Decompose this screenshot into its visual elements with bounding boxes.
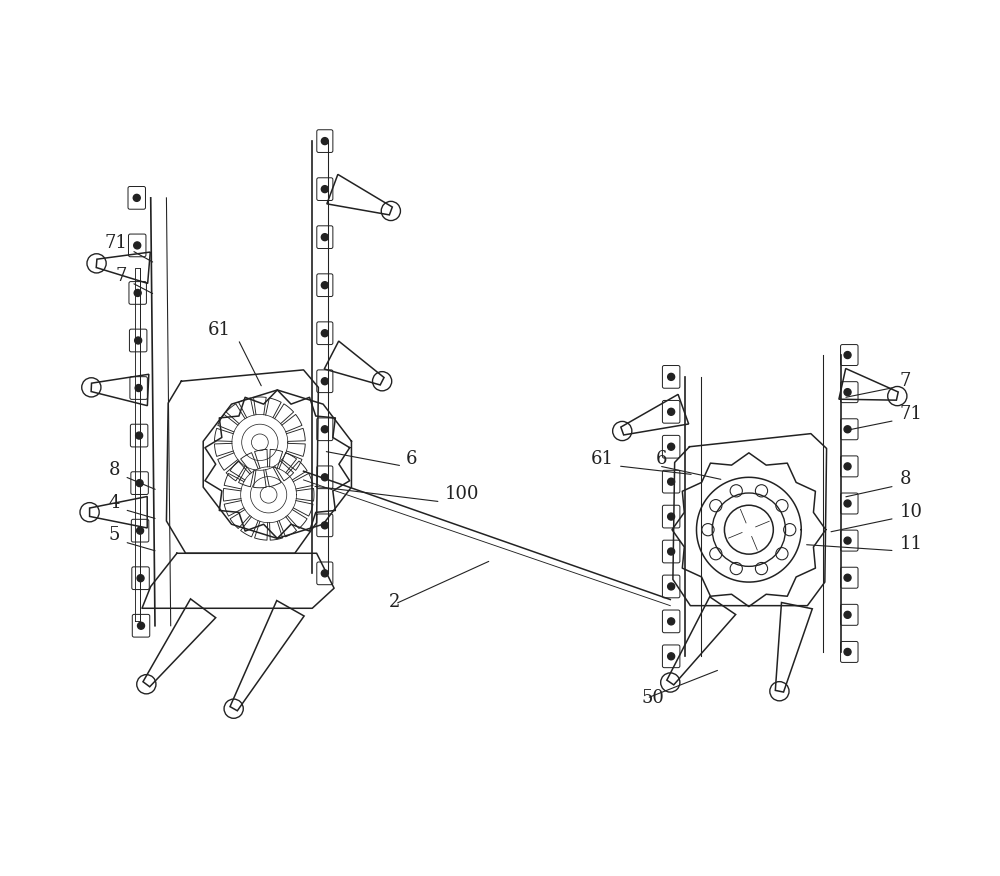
Text: 8: 8 [109,461,120,478]
Circle shape [668,373,675,380]
Circle shape [844,463,851,470]
Circle shape [134,242,141,249]
Circle shape [321,378,328,385]
Circle shape [137,575,144,582]
Circle shape [844,426,851,433]
Circle shape [844,389,851,396]
Circle shape [321,329,328,336]
Circle shape [321,522,328,529]
Text: 7: 7 [900,371,911,390]
Circle shape [844,648,851,655]
Text: 4: 4 [109,494,120,512]
Text: 100: 100 [445,485,479,503]
Circle shape [138,622,145,629]
Circle shape [321,186,328,193]
Circle shape [668,618,675,625]
Circle shape [844,500,851,507]
Text: 10: 10 [900,503,923,520]
Text: 8: 8 [900,470,911,488]
Circle shape [844,611,851,618]
Circle shape [133,194,140,201]
Circle shape [136,432,143,439]
Circle shape [668,513,675,520]
Circle shape [321,426,328,433]
Circle shape [844,351,851,358]
Circle shape [668,548,675,555]
Text: 5: 5 [109,526,120,544]
Text: 2: 2 [389,592,400,611]
Circle shape [844,575,851,581]
Circle shape [137,527,144,534]
Circle shape [668,408,675,415]
Circle shape [134,289,141,296]
Circle shape [668,443,675,450]
Circle shape [135,385,142,392]
Text: 6: 6 [655,450,667,468]
Text: 61: 61 [591,450,614,468]
Circle shape [321,282,328,289]
Text: 11: 11 [900,535,923,553]
Circle shape [136,480,143,486]
Text: 61: 61 [208,321,231,339]
Text: 71: 71 [104,234,127,251]
Circle shape [668,583,675,590]
Text: 6: 6 [406,450,417,468]
Circle shape [668,478,675,485]
Text: 7: 7 [116,267,127,285]
Circle shape [844,537,851,544]
Text: 50: 50 [641,689,664,707]
Circle shape [321,570,328,576]
Text: 71: 71 [900,405,923,423]
Circle shape [135,337,142,344]
Circle shape [321,234,328,241]
Circle shape [321,138,328,145]
Circle shape [668,653,675,660]
Circle shape [321,474,328,481]
